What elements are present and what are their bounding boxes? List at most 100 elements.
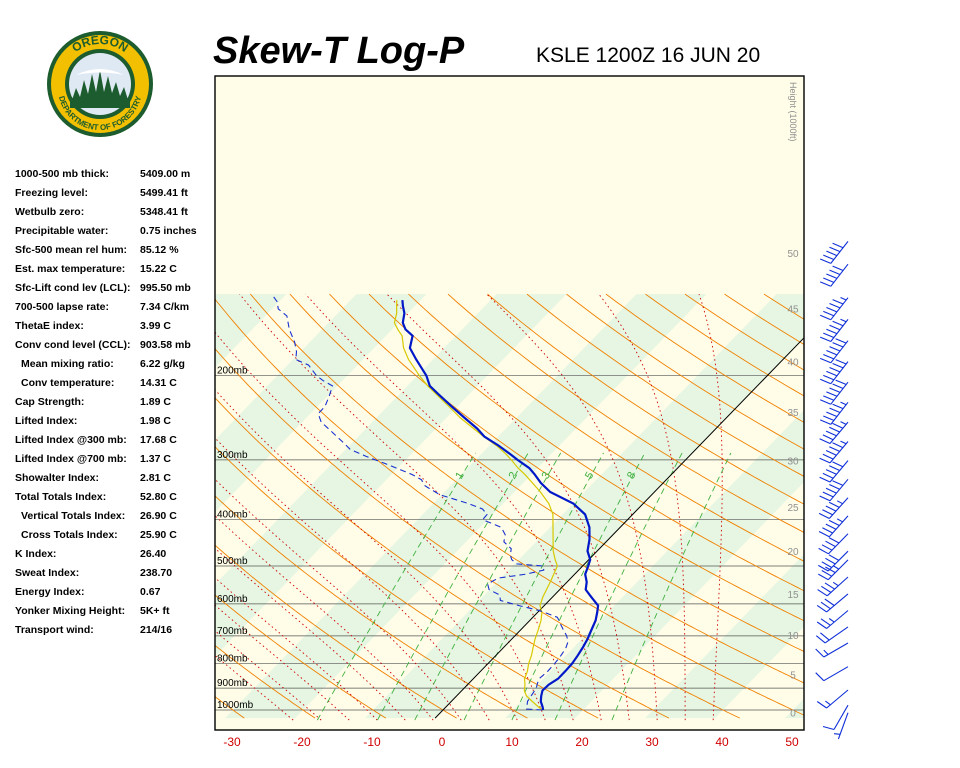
isobar-label: 600mb (217, 594, 248, 605)
index-label: Sfc-Lift cond lev (LCL): (15, 282, 131, 294)
x-tick-label: -30 (223, 735, 241, 749)
wind-barb-flag (828, 618, 835, 623)
isotherm-band (215, 294, 427, 513)
wind-barb-flag (819, 438, 831, 444)
moist-adiabat (215, 331, 546, 721)
moist-adiabat (598, 293, 686, 721)
wind-barb (822, 704, 849, 731)
wind-barb-flag (815, 635, 826, 644)
wind-barb-flag (832, 320, 844, 327)
index-row: Lifted Index @700 mb: 1.37 C (15, 453, 215, 472)
wind-barb-flag (829, 324, 841, 331)
index-value: 0.75 inches (140, 225, 197, 237)
logo-text-top: OREGON (69, 33, 130, 55)
wind-barb-flag (818, 564, 829, 572)
mixing-ratio-line (316, 452, 476, 721)
index-row: Lifted Index @300 mb: 17.68 C (15, 434, 215, 453)
temperature-profile (401, 300, 600, 711)
wind-barb (819, 318, 849, 343)
wind-barb-flag (832, 362, 844, 369)
dry-adiabat (215, 446, 599, 719)
wind-barb-flag (824, 582, 835, 590)
wind-barb-flag (825, 469, 837, 475)
moist-adiabat (698, 293, 723, 721)
x-tick-label: 50 (785, 735, 799, 749)
isotherm-band (215, 294, 567, 657)
wind-barb-flag (828, 554, 840, 561)
index-label: ThetaE index: (15, 320, 84, 332)
index-label: Cap Strength: (15, 396, 85, 408)
index-label: Mean mixing ratio: (21, 358, 114, 370)
wind-barb-flag (819, 258, 832, 264)
index-value: 15.22 C (140, 263, 177, 275)
dry-adiabat (883, 294, 960, 718)
wind-barb-flag (819, 378, 832, 385)
x-tick-label: 10 (505, 735, 519, 749)
wind-barb-flag (816, 701, 827, 709)
parcel-profile (393, 300, 559, 711)
isobar-label: 500mb (217, 556, 248, 567)
wind-barb-flag (819, 419, 832, 425)
dry-adiabat (922, 294, 960, 718)
wind-barb-flag (833, 565, 840, 570)
wind-barb-flag (832, 461, 844, 468)
mixing-ratio-label: 1 (453, 470, 466, 481)
wind-barb-staff (830, 401, 849, 425)
wind-barb (819, 338, 849, 364)
wind-barb (819, 460, 849, 483)
wind-barb-flag (818, 531, 830, 538)
wind-barb-flag (829, 302, 841, 309)
isotherm-band (0, 294, 6, 718)
wind-barb-flag (823, 254, 835, 261)
wind-barb-flag (822, 491, 834, 498)
dry-adiabat (447, 293, 804, 533)
isobar-label: 300mb (217, 450, 248, 461)
index-row: Wetbulb zero: 5348.41 ft (15, 206, 215, 225)
wind-barb-flag (817, 589, 828, 597)
index-row: 1000-500 mb thick: 5409.00 m (15, 168, 215, 187)
wind-barb-staff (824, 626, 849, 644)
wind-barb-flag (832, 383, 844, 390)
height-tick-label: 50 (787, 249, 799, 260)
wind-barb-flag (823, 353, 835, 360)
wind-barb-flag (829, 484, 840, 490)
wind-barb (819, 379, 849, 405)
wind-barb-flag (825, 557, 836, 565)
isobar-lines (215, 375, 804, 711)
index-row: Vertical Totals Index: 26.90 C (15, 510, 215, 529)
index-row: Energy Index: 0.67 (15, 586, 215, 605)
dry-adiabat (289, 293, 804, 652)
isobar-label: 1000mb (217, 700, 254, 711)
wind-barb-flag (836, 518, 843, 523)
wind-barb-flag (815, 672, 825, 682)
wind-barb-flag (822, 527, 833, 534)
height-tick-label: 20 (787, 547, 799, 558)
index-value: 995.50 mb (140, 282, 191, 294)
wind-barb-flag (840, 440, 847, 445)
x-tick-label: 0 (439, 735, 446, 749)
station-time: KSLE 1200Z 16 JUN 20 (536, 44, 761, 67)
index-value: 903.58 mb (140, 339, 191, 351)
dry-adiabat (215, 397, 670, 719)
wind-barb-flag (819, 476, 831, 483)
height-tick-label: 10 (787, 631, 799, 642)
index-row: ThetaE index: 3.99 C (15, 320, 215, 339)
index-value: 7.34 C/km (140, 301, 190, 313)
wind-barb-flag (819, 457, 831, 464)
wind-barb-flag (821, 561, 832, 568)
x-tick-label: 40 (715, 735, 729, 749)
wind-barb-flag (824, 598, 835, 606)
wind-barb-staff (823, 642, 849, 658)
wind-barb (817, 576, 849, 597)
index-row: Cap Strength: 1.89 C (15, 396, 215, 415)
wind-barb (819, 440, 849, 464)
wind-barb-flag (829, 426, 840, 433)
index-value: 14.31 C (140, 377, 177, 389)
dry-adiabat (487, 293, 804, 505)
index-row: K Index: 26.40 (15, 548, 215, 567)
axis-labels: -30 -20 -10 0 10 20 30 40 50200mb300mb400mb500mb… (217, 82, 799, 749)
index-label: Sweat Index: (15, 567, 80, 579)
index-label: Sfc-500 mean rel hum: (15, 244, 128, 256)
wind-barb-flag (821, 570, 832, 577)
index-label: Precipitable water: (15, 225, 109, 237)
